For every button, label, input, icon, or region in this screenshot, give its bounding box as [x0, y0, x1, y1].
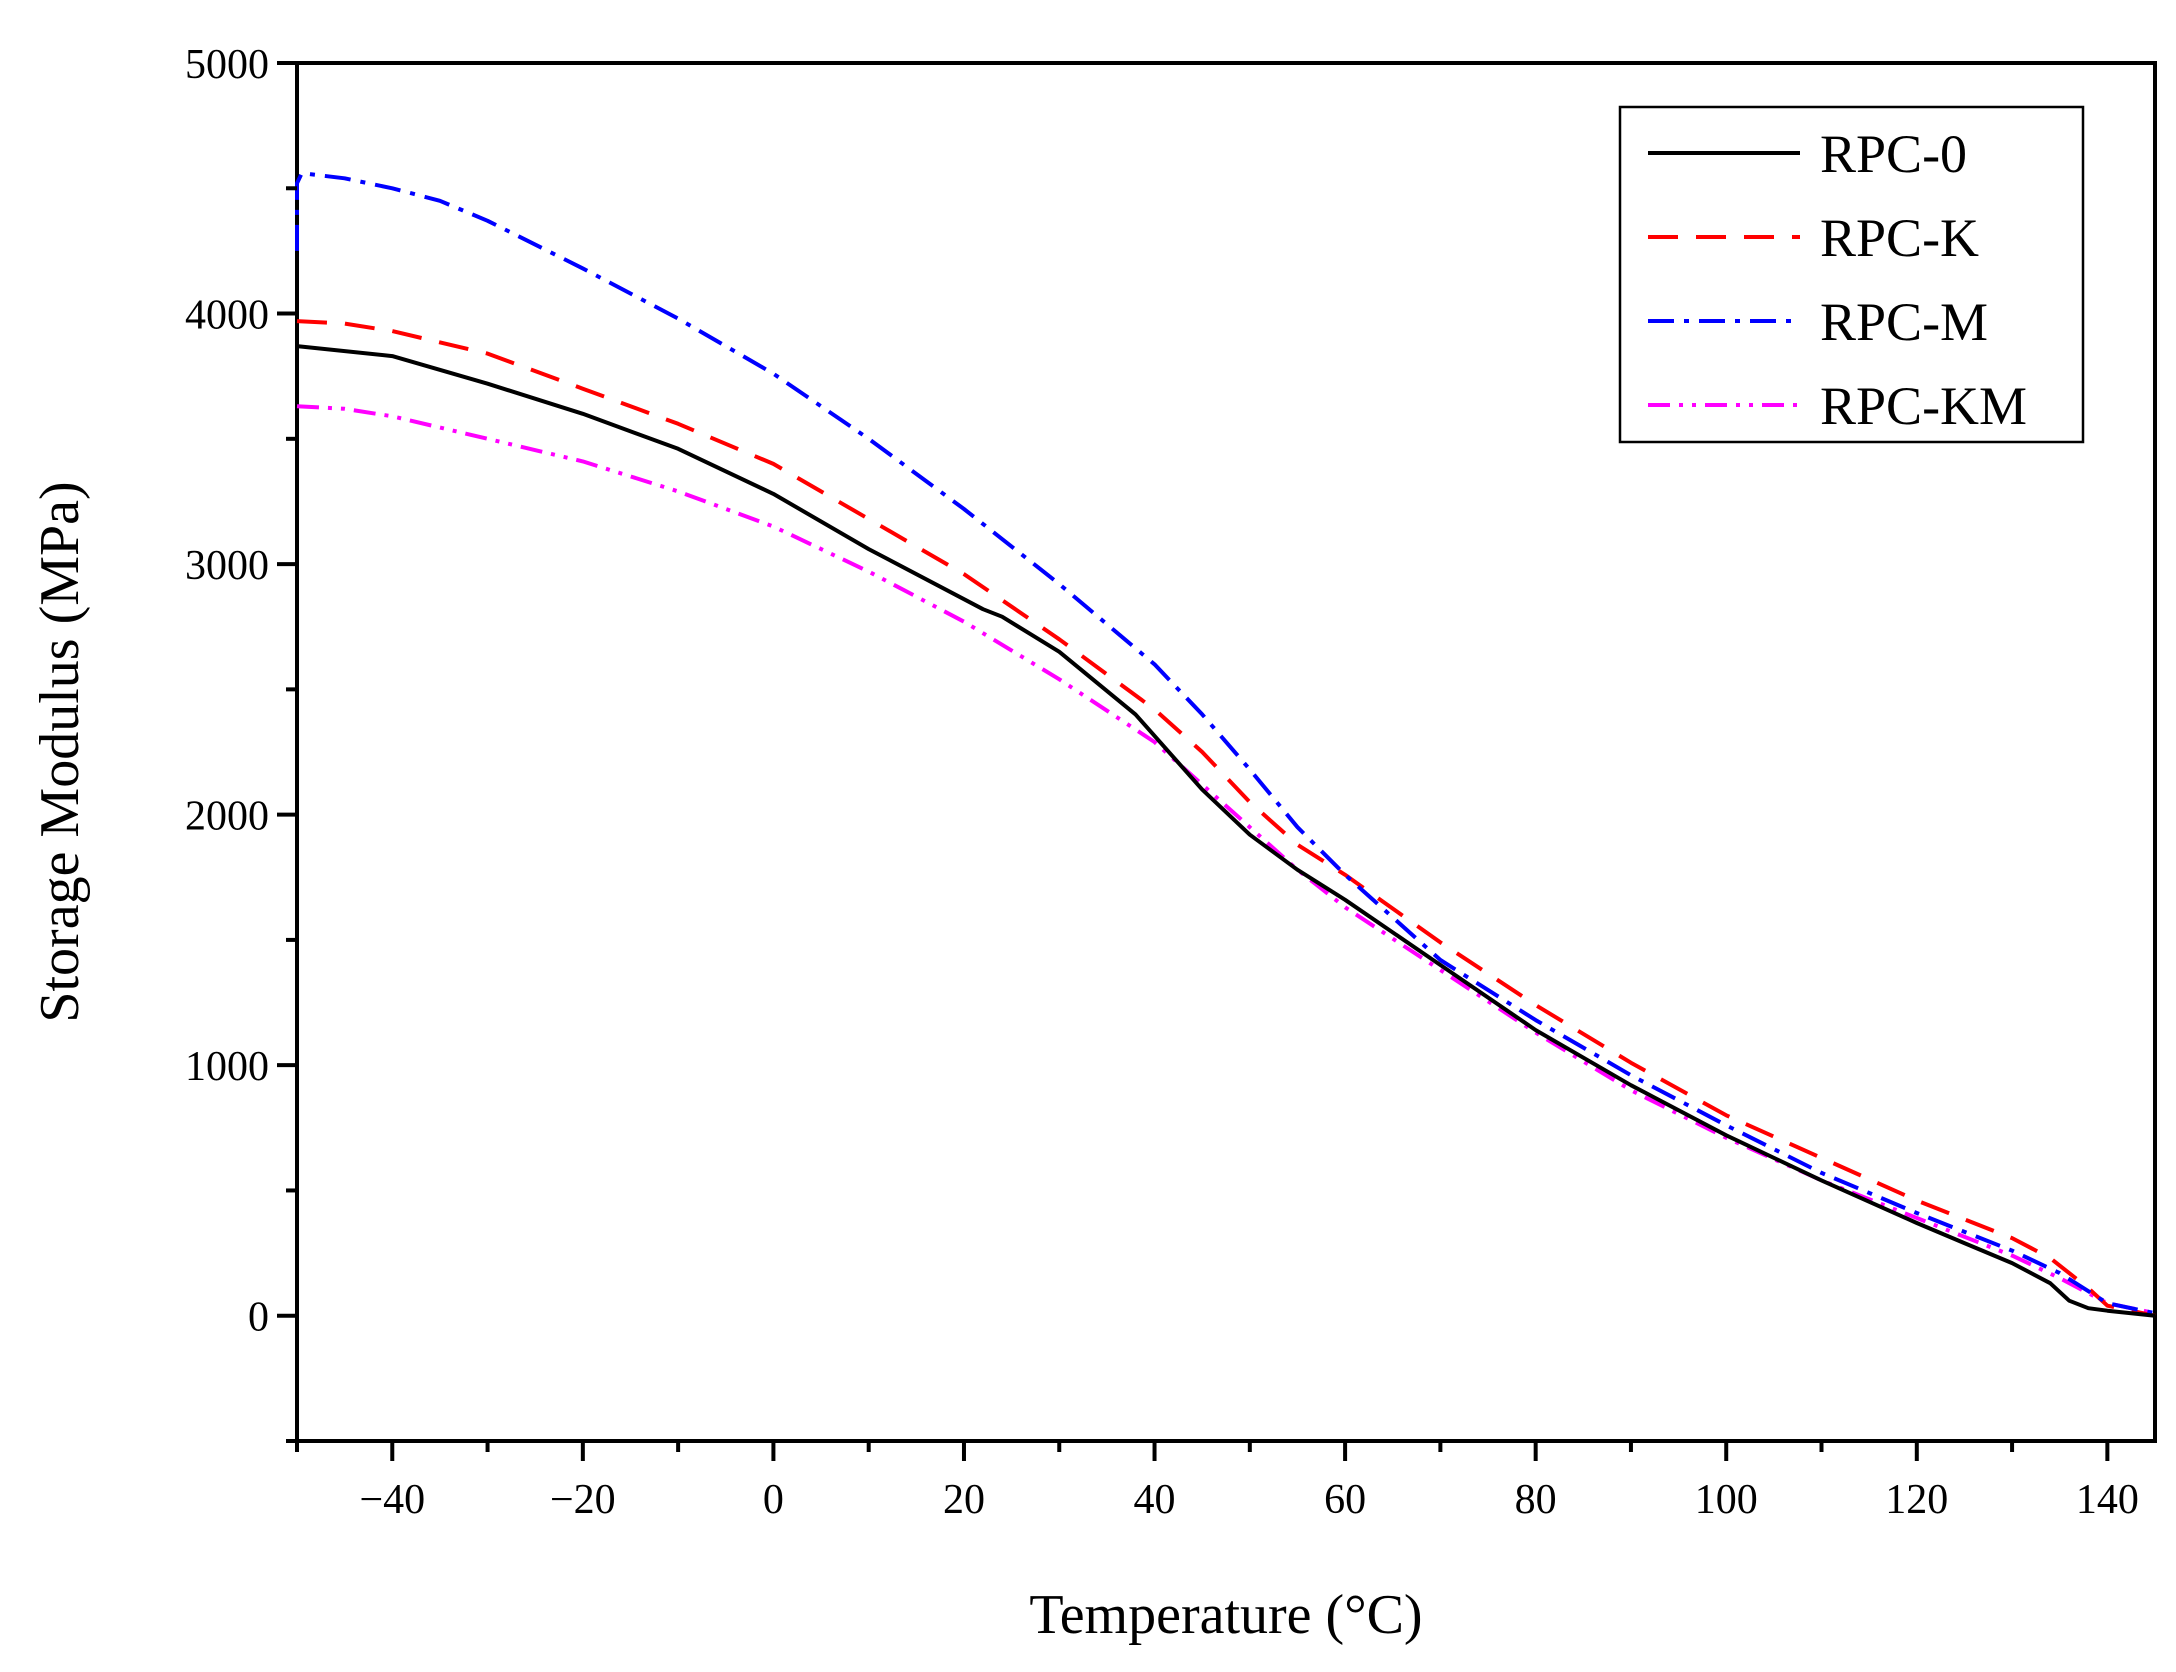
series-line-rpc-0 — [296, 344, 2156, 1318]
y-axis-title: Storage Modulus (MPa) — [29, 481, 91, 1022]
y-tick-label: 3000 — [185, 543, 269, 589]
y-tick-label: 5000 — [185, 42, 269, 88]
x-axis-ticks: −40 −20 0 20 40 60 80 100 120 140 — [295, 1441, 2139, 1523]
x-tick-label: −20 — [550, 1477, 616, 1523]
series-line-rpc-m — [295, 171, 2156, 1316]
x-tick-label: 100 — [1695, 1477, 1758, 1523]
y-tick-label: 4000 — [185, 293, 269, 339]
x-tick-label: 0 — [763, 1477, 784, 1523]
y-tick-label: 2000 — [185, 794, 269, 840]
legend-label-rpc-km: RPC-KM — [1820, 376, 2027, 436]
series-line-rpc-km — [296, 404, 2156, 1316]
y-axis-ticks: 0 1000 2000 3000 4000 5000 — [185, 42, 297, 1443]
y-tick-label: 1000 — [185, 1044, 269, 1090]
legend: RPC-0 RPC-K RPC-M RPC-KM — [1618, 105, 2085, 444]
series-layer — [295, 171, 2156, 1318]
x-axis-title: Temperature (°C) — [1029, 1584, 1422, 1646]
x-tick-label: −40 — [359, 1477, 425, 1523]
legend-label-rpc-k: RPC-K — [1820, 208, 1979, 268]
legend-label-rpc-m: RPC-M — [1820, 292, 1988, 352]
x-tick-label: 120 — [1885, 1477, 1948, 1523]
legend-items: RPC-0 RPC-K RPC-M RPC-KM — [1648, 124, 2027, 436]
x-tick-label: 140 — [2076, 1477, 2139, 1523]
x-tick-label: 40 — [1134, 1477, 1176, 1523]
plot-frame — [295, 61, 2157, 1443]
y-tick-label: 0 — [248, 1295, 269, 1341]
x-tick-label: 60 — [1324, 1477, 1366, 1523]
x-tick-label: 80 — [1515, 1477, 1557, 1523]
x-tick-label: 20 — [943, 1477, 985, 1523]
legend-label-rpc-0: RPC-0 — [1820, 124, 1967, 184]
legend-box — [1618, 105, 2085, 444]
